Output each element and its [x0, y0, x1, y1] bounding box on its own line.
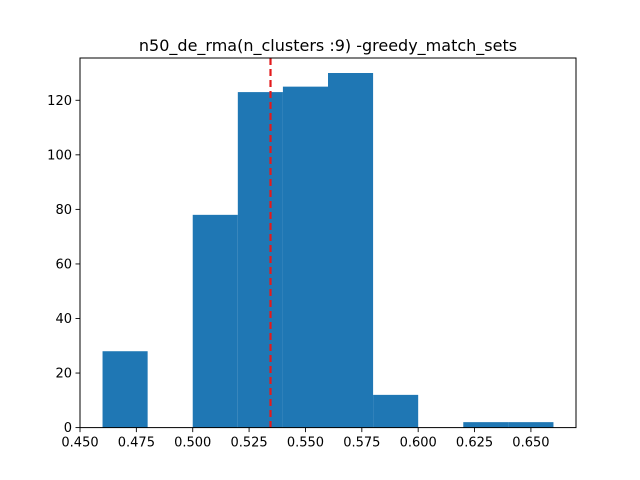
histogram-bar: [192, 214, 238, 428]
x-tick-label: 0.500: [174, 436, 211, 451]
y-tick-label: 80: [55, 203, 72, 218]
y-tick-label: 40: [55, 312, 72, 327]
x-tick-label: 0.525: [230, 436, 267, 451]
x-tick-label: 0.475: [118, 436, 155, 451]
y-tick-label: 60: [55, 257, 72, 272]
y-tick-label: 20: [55, 367, 72, 382]
histogram-bar: [373, 394, 419, 428]
x-tick-label: 0.625: [456, 436, 493, 451]
histogram-bar: [237, 92, 283, 428]
plot-frame: [79, 57, 577, 429]
y-tick-label: 0: [64, 421, 72, 436]
x-tick-label: 0.575: [343, 436, 380, 451]
histogram-bar: [102, 351, 148, 428]
x-tick-label: 0.550: [287, 436, 324, 451]
y-tick-label: 100: [47, 148, 72, 163]
histogram-bar: [282, 86, 328, 428]
y-axis: 0 20 40 60 80 100 120: [47, 94, 80, 436]
x-axis: 0.450 0.475 0.500 0.525 0.550 0.575 0.600 0.625…: [61, 427, 550, 451]
chart-title: n50_de_rma(n_clusters :9) -greedy_match_…: [139, 36, 517, 56]
x-tick-label: 0.650: [512, 436, 549, 451]
x-tick-label: 0.600: [400, 436, 437, 451]
histogram-bar: [328, 73, 374, 428]
y-tick-label: 120: [47, 94, 72, 109]
histogram-bar: [508, 422, 554, 428]
histogram-bars: [102, 73, 554, 428]
histogram-bar: [463, 422, 509, 428]
x-tick-label: 0.450: [61, 436, 98, 451]
